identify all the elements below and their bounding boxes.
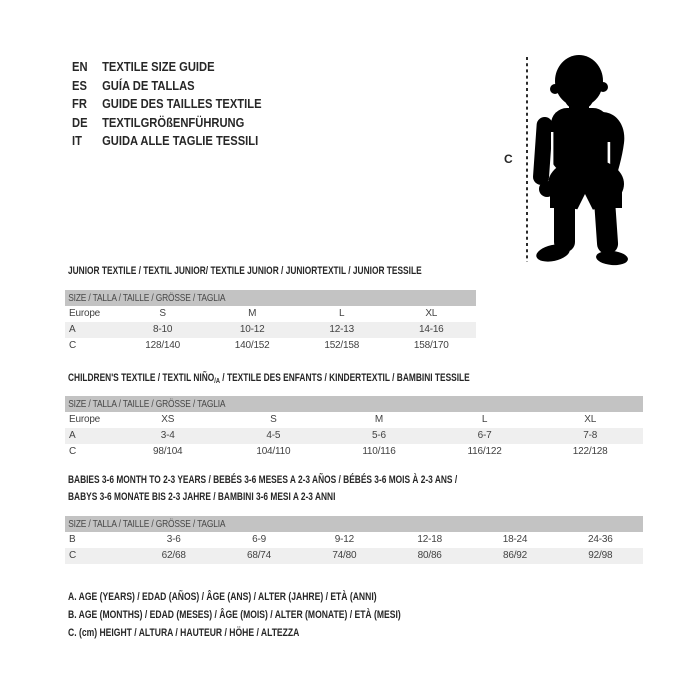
height-measure-label: C (504, 152, 513, 166)
language-title-block: EN TEXTILE SIZE GUIDE ES GUÍA DE TALLAS … (72, 58, 292, 151)
lang-row-es: ES GUÍA DE TALLAS (72, 77, 262, 96)
lang-label: TEXTILE SIZE GUIDE (102, 59, 215, 74)
lang-label: GUIDA ALLE TAGLIE TESSILI (102, 133, 259, 149)
table-cell: 74/80 (332, 550, 357, 561)
table-cell: 98/104 (153, 446, 183, 457)
table-header-bar: SIZE / TALLA / TAILLE / GRÖSSE / TAGLIA (65, 516, 643, 532)
table-cell: XL (584, 414, 597, 425)
table-row-height: C 128/140 140/152 152/158 158/170 (65, 338, 476, 354)
childrens-size-table: SIZE / TALLA / TAILLE / GRÖSSE / TAGLIA … (65, 396, 643, 460)
row-label: Europe (69, 414, 101, 425)
baby-silhouette (526, 55, 628, 266)
lang-label: GUÍA DE TALLAS (102, 77, 195, 93)
table-row-age: A 3-4 4-5 5-6 6-7 7-8 (65, 428, 643, 444)
table-row-europe: Europe XS S M L XL (65, 412, 643, 428)
lang-code: EN (72, 59, 88, 74)
table-cell: 4-5 (266, 430, 281, 441)
junior-size-table: SIZE / TALLA / TAILLE / GRÖSSE / TAGLIA … (65, 290, 476, 354)
table-row-months: B 3-6 6-9 9-12 12-18 18-24 24-36 (65, 532, 643, 548)
table-row-height: C 98/104 104/110 110/116 116/122 122/128 (65, 444, 643, 460)
table-cell: 122/128 (572, 446, 608, 457)
table-header-text: SIZE / TALLA / TAILLE / GRÖSSE / TAGLIA (68, 518, 226, 530)
row-label: C (69, 550, 77, 561)
section-title-junior: JUNIOR TEXTILE / TEXTIL JUNIOR/ TEXTILE … (68, 265, 422, 277)
table-cell: S (159, 308, 166, 319)
table-cell: 152/158 (324, 340, 360, 351)
table-cell: 104/110 (256, 446, 291, 457)
lang-code: DE (72, 114, 88, 130)
table-cell: L (339, 308, 345, 319)
section-title-childrens: CHILDREN'S TEXTILE / TEXTIL NIÑO/A / TEX… (68, 372, 470, 387)
lang-row-fr: FR GUIDE DES TAILLES TEXTILE (72, 95, 262, 114)
babies-size-table: SIZE / TALLA / TAILLE / GRÖSSE / TAGLIA … (65, 516, 643, 564)
table-cell: 9-12 (334, 534, 354, 545)
table-cell: 86/92 (502, 550, 527, 561)
lang-row-de: DE TEXTILGRÖßENFÜHRUNG (72, 114, 262, 133)
table-cell: 6-7 (477, 430, 492, 441)
table-cell: 12-13 (329, 324, 354, 335)
table-cell: M (248, 308, 257, 319)
row-label: Europe (69, 308, 101, 319)
table-cell: XL (425, 308, 438, 319)
table-cell: 62/68 (161, 550, 186, 561)
table-header-text: SIZE / TALLA / TAILLE / GRÖSSE / TAGLIA (68, 292, 226, 304)
table-cell: 128/140 (145, 340, 180, 351)
table-cell: 92/98 (588, 550, 613, 561)
table-cell: M (374, 414, 384, 425)
section-title-babies-line1: BABIES 3-6 MONTH TO 2-3 YEARS / BEBÉS 3-… (68, 474, 458, 486)
table-row-height: C 62/68 68/74 74/80 80/86 86/92 92/98 (65, 548, 643, 564)
lang-label: TEXTILGRÖßENFÜHRUNG (102, 114, 245, 130)
row-label: A (69, 430, 76, 441)
legend-line-b: B. AGE (MONTHS) / EDAD (MESES) / ÂGE (MO… (68, 609, 401, 622)
section-title-babies-line2: BABYS 3-6 MONATE BIS 2-3 JAHRE / BAMBINI… (68, 491, 336, 503)
table-cell: XS (161, 414, 175, 425)
title-text: / TEXTILE DES ENFANTS / KINDERTEXTIL / B… (219, 372, 470, 384)
table-header-text: SIZE / TALLA / TAILLE / GRÖSSE / TAGLIA (68, 398, 226, 410)
table-row-age: A 8-10 10-12 12-13 14-16 (65, 322, 476, 338)
table-cell: 8-10 (153, 324, 173, 335)
table-cell: S (270, 414, 277, 425)
table-cell: 158/170 (413, 340, 449, 351)
table-cell: L (481, 414, 488, 425)
lang-row-en: EN TEXTILE SIZE GUIDE (72, 58, 262, 77)
row-label: B (69, 534, 76, 545)
table-cell: 12-18 (417, 534, 442, 545)
table-cell: 3-6 (166, 534, 181, 545)
table-cell: 6-9 (252, 534, 266, 545)
table-cell: 110/116 (362, 446, 396, 457)
table-cell: 68/74 (246, 550, 272, 561)
table-cell: 24-36 (588, 534, 613, 545)
lang-code: ES (72, 77, 87, 93)
table-cell: 7-8 (583, 430, 598, 441)
table-cell: 18-24 (502, 534, 528, 545)
table-cell: 10-12 (239, 324, 265, 335)
table-cell: 3-4 (160, 430, 175, 441)
row-label: C (69, 340, 77, 351)
table-cell: 80/86 (417, 550, 442, 561)
lang-code: FR (72, 96, 87, 112)
table-header-bar: SIZE / TALLA / TAILLE / GRÖSSE / TAGLIA (65, 396, 643, 412)
title-text: CHILDREN'S TEXTILE / TEXTIL NIÑO (68, 372, 215, 384)
table-row-europe: Europe S M L XL (65, 306, 476, 322)
row-label: C (69, 446, 77, 457)
row-label: A (69, 324, 76, 335)
table-cell: 14-16 (418, 324, 444, 335)
lang-code: IT (72, 133, 82, 149)
table-header-bar: SIZE / TALLA / TAILLE / GRÖSSE / TAGLIA (65, 290, 476, 306)
lang-label: GUIDE DES TAILLES TEXTILE (102, 96, 262, 112)
legend-line-a: A. AGE (YEARS) / EDAD (AÑOS) / ÂGE (ANS)… (68, 591, 377, 603)
table-cell: 116/122 (467, 446, 502, 457)
measure-legend: A. AGE (YEARS) / EDAD (AÑOS) / ÂGE (ANS)… (68, 588, 495, 643)
lang-row-it: IT GUIDA ALLE TAGLIE TESSILI (72, 132, 262, 151)
table-cell: 5-6 (372, 430, 386, 441)
legend-line-c: C. (cm) HEIGHT / ALTURA / HAUTEUR / HÖHE… (68, 627, 300, 640)
table-cell: 140/152 (234, 340, 270, 351)
title-subscript: /A (214, 376, 220, 385)
